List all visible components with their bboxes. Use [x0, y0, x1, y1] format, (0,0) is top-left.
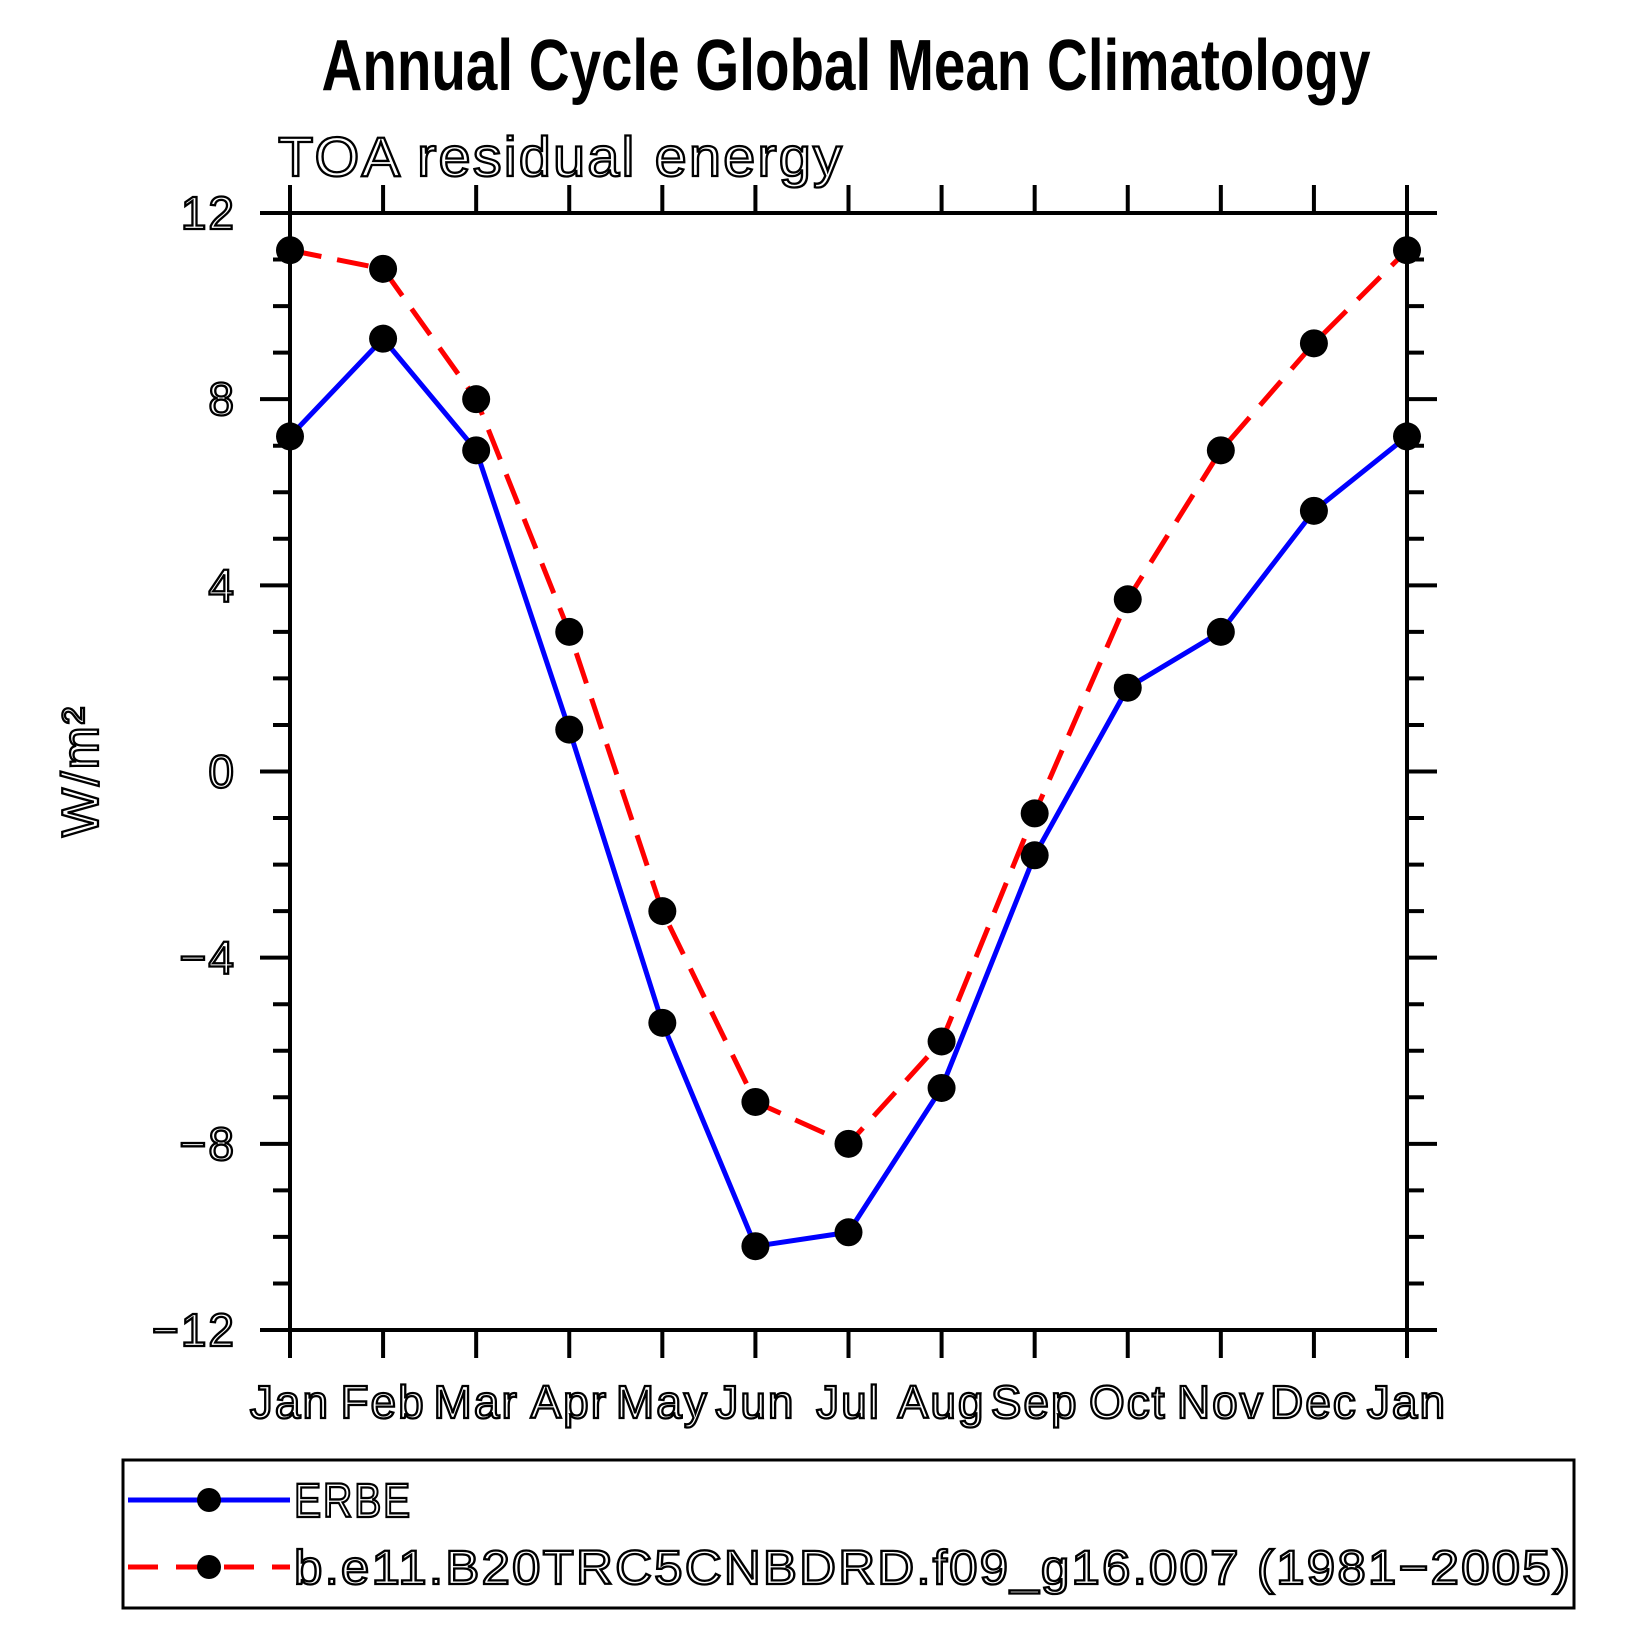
data-point-marker	[648, 897, 677, 926]
legend-item-model: b.e11.B20TRC5CNBDRD.f09_g16.007 (1981−20…	[128, 1541, 1572, 1596]
y-tick-label: −4	[180, 932, 236, 984]
x-tick-label: Jan	[250, 1376, 330, 1428]
data-point-marker	[369, 324, 398, 353]
legend-marker-erbe-icon	[197, 1488, 221, 1512]
data-point-marker	[462, 385, 491, 414]
y-tick-label: −8	[180, 1118, 236, 1170]
x-tick-label: Nov	[1177, 1376, 1265, 1428]
data-point-marker	[369, 254, 398, 283]
x-tick-label: Dec	[1270, 1376, 1358, 1428]
data-point-marker	[927, 1073, 956, 1102]
series-model	[276, 236, 1421, 1158]
data-point-marker	[741, 1232, 770, 1261]
data-point-marker	[741, 1087, 770, 1116]
data-point-marker	[1206, 436, 1235, 465]
data-point-marker	[1299, 329, 1328, 358]
data-series	[276, 236, 1421, 1261]
data-point-marker	[462, 436, 491, 465]
data-point-marker	[648, 1008, 677, 1037]
legend-label-erbe: ERBE	[294, 1475, 412, 1528]
legend-marker-model-icon	[197, 1555, 221, 1579]
legend-box	[121, 1458, 1576, 1610]
legend-label-model: b.e11.B20TRC5CNBDRD.f09_g16.007 (1981−20…	[294, 1542, 1572, 1595]
y-tick-label: −12	[152, 1304, 236, 1356]
x-tick-label: Jun	[715, 1376, 795, 1428]
data-point-marker	[555, 715, 584, 744]
y-tick-labels: 12 8 4 0 −4 −8 −12	[151, 186, 236, 1357]
y-tick-label: 12	[181, 187, 236, 239]
axes	[260, 185, 1437, 1358]
data-point-marker	[1393, 422, 1421, 451]
data-point-marker	[276, 236, 304, 265]
page-title: Annual Cycle Global Mean Climatology	[322, 26, 1371, 106]
x-tick-label: Mar	[434, 1376, 519, 1428]
x-tick-label: Jul	[816, 1376, 881, 1428]
legend-item-erbe: ERBE	[128, 1474, 412, 1529]
data-point-marker	[1020, 799, 1049, 828]
x-tick-label: May	[616, 1376, 709, 1428]
chart-subtitle: TOA residual energy	[278, 125, 844, 188]
y-axis-label: W/m²	[52, 705, 110, 837]
x-tick-label: Sep	[991, 1376, 1079, 1428]
data-point-marker	[1299, 496, 1328, 525]
x-tick-label: Apr	[530, 1376, 608, 1428]
data-point-marker	[1113, 585, 1142, 614]
data-point-marker	[1113, 673, 1142, 702]
x-tick-labels: Jan Feb Mar Apr May Jun Jul Aug Sep Oct Nov Dec Jan	[249, 1375, 1447, 1429]
data-point-marker	[276, 422, 304, 451]
legend: ERBE b.e11.B20TRC5CNBDRD.f09_g16.007 (19…	[121, 1458, 1576, 1610]
data-point-marker	[1393, 236, 1421, 265]
plot-frame	[288, 211, 1409, 1332]
series-erbe	[276, 324, 1421, 1261]
data-point-marker	[555, 617, 584, 646]
data-point-marker	[927, 1027, 956, 1056]
y-tick-label: 4	[208, 559, 236, 611]
x-tick-label: Feb	[340, 1376, 425, 1428]
data-point-marker	[1020, 841, 1049, 870]
data-point-marker	[834, 1218, 863, 1247]
y-tick-label: 0	[208, 746, 236, 798]
x-tick-label: Aug	[898, 1376, 986, 1428]
y-tick-label: 8	[208, 373, 236, 425]
data-point-marker	[834, 1129, 863, 1158]
x-tick-label: Jan	[1367, 1376, 1447, 1428]
series-line	[289, 247, 1409, 1147]
x-tick-label: Oct	[1089, 1376, 1167, 1428]
series-line	[288, 334, 1409, 1249]
data-point-marker	[1206, 617, 1235, 646]
